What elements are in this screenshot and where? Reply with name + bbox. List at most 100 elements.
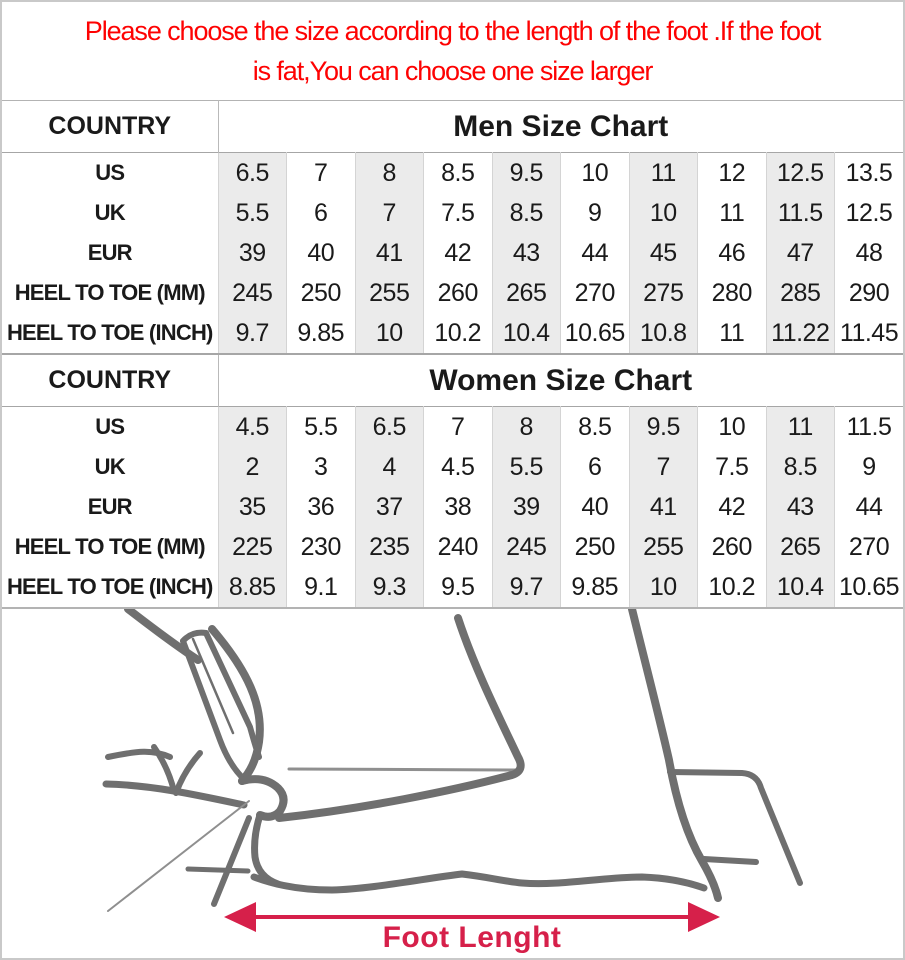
size-cell: 11.5 [834, 406, 903, 447]
size-cell: 11 [765, 406, 835, 447]
size-row: EUR 39 40 41 42 43 44 45 46 47 48 [2, 233, 903, 273]
foot-measurement-diagram: Foot Lenght [2, 609, 903, 958]
women-chart-title: Women Size Chart [217, 355, 903, 407]
size-cell: 6 [286, 193, 355, 233]
size-cell: 255 [354, 273, 424, 313]
size-cell: 4 [354, 447, 424, 487]
row-label: HEEL TO TOE (MM) [14, 280, 206, 305]
size-cell: 10.4 [491, 313, 561, 354]
size-cell: 260 [423, 273, 492, 313]
size-cell: 230 [286, 527, 355, 567]
size-cell: 36 [286, 487, 355, 527]
size-cell: 44 [560, 233, 629, 273]
size-cell: 44 [834, 487, 903, 527]
size-cell: 9.3 [354, 567, 424, 608]
size-cell: 40 [560, 487, 629, 527]
size-cell: 7 [354, 193, 424, 233]
size-row: US 4.5 5.5 6.5 7 8 8.5 9.5 10 11 11.5 [2, 406, 903, 447]
size-cell: 9.5 [491, 152, 561, 193]
size-cell: 47 [765, 233, 835, 273]
size-cell: 10.2 [697, 567, 766, 608]
size-cell: 7.5 [423, 193, 492, 233]
row-label: EUR [87, 494, 133, 519]
size-cell: 12 [697, 152, 766, 193]
size-cell: 38 [423, 487, 492, 527]
size-cell: 270 [560, 273, 629, 313]
men-chart-title: Men Size Chart [217, 100, 903, 153]
row-label: UK [94, 200, 126, 225]
size-cell: 40 [286, 233, 355, 273]
row-label: HEEL TO TOE (INCH) [6, 574, 213, 599]
size-cell: 8.5 [560, 406, 629, 447]
size-cell: 9.7 [491, 567, 561, 608]
size-row: HEEL TO TOE (INCH) 8.85 9.1 9.3 9.5 9.7 9.85 10… [2, 567, 903, 608]
size-cell: 11.22 [765, 313, 835, 354]
hand-pencil-drawing [102, 609, 288, 907]
size-cell: 43 [765, 487, 835, 527]
size-cell: 7.5 [697, 447, 766, 487]
foot-length-label: Foot Lenght [382, 921, 562, 954]
size-row: EUR 35 36 37 38 39 40 41 42 43 44 [2, 487, 903, 527]
size-cell: 7 [628, 447, 698, 487]
size-row: UK 5.5 6 7 7.5 8.5 9 10 11 11.5 12.5 [2, 193, 903, 233]
size-cell: 10 [354, 313, 424, 354]
size-row: HEEL TO TOE (INCH) 9.7 9.85 10 10.2 10.4 10.65… [2, 313, 903, 354]
row-label: EUR [87, 240, 133, 265]
size-cell: 240 [423, 527, 492, 567]
size-cell: 10 [628, 567, 698, 608]
size-cell: 35 [217, 487, 287, 527]
size-cell: 245 [217, 273, 287, 313]
size-cell: 285 [765, 273, 835, 313]
size-row: UK 2 3 4 4.5 5.5 6 7 7.5 8.5 9 [2, 447, 903, 487]
size-cell: 8.5 [423, 152, 492, 193]
foot-measurement-illustration [102, 609, 803, 932]
size-cell: 8.5 [491, 193, 561, 233]
size-cell: 265 [491, 273, 561, 313]
size-row: US 6.5 7 8 8.5 9.5 10 11 12 12.5 13.5 [2, 152, 903, 193]
size-cell: 39 [491, 487, 561, 527]
women-size-table: COUNTRY Women Size Chart US 4.5 5.5 6.5 7 8 8.… [2, 355, 903, 609]
size-cell: 11 [697, 193, 766, 233]
size-cell: 10 [560, 152, 629, 193]
size-cell: 10.65 [834, 567, 903, 608]
men-size-table: COUNTRY Men Size Chart US 6.5 7 8 8.5 9.5 10 11… [2, 100, 903, 355]
size-cell: 9 [834, 447, 903, 487]
size-cell: 6 [560, 447, 629, 487]
size-cell: 245 [491, 527, 561, 567]
size-cell: 280 [697, 273, 766, 313]
size-cell: 265 [765, 527, 835, 567]
size-cell: 6.5 [354, 406, 424, 447]
size-cell: 8 [354, 152, 424, 193]
size-cell: 250 [286, 273, 355, 313]
sizing-notice-line1: Please choose the size according to the … [84, 16, 822, 46]
row-label: HEEL TO TOE (INCH) [6, 320, 213, 345]
foot-drawing [107, 609, 759, 912]
size-cell: 45 [628, 233, 698, 273]
size-cell: 8.5 [765, 447, 835, 487]
size-cell: 8 [491, 406, 561, 447]
size-cell: 235 [354, 527, 424, 567]
size-cell: 5.5 [491, 447, 561, 487]
size-cell: 46 [697, 233, 766, 273]
size-cell: 275 [628, 273, 698, 313]
women-table-header-row: COUNTRY Women Size Chart [2, 355, 903, 407]
size-cell: 41 [354, 233, 424, 273]
size-cell: 9.1 [286, 567, 355, 608]
size-cell: 10 [697, 406, 766, 447]
size-cell: 5.5 [286, 406, 355, 447]
size-cell: 11.5 [765, 193, 835, 233]
size-cell: 260 [697, 527, 766, 567]
sizing-notice-line2: is fat,You can choose one size larger [252, 56, 654, 86]
row-label: UK [94, 454, 126, 479]
row-label: US [95, 160, 125, 185]
size-cell: 9.5 [628, 406, 698, 447]
size-cell: 8.85 [217, 567, 287, 608]
row-label: US [95, 414, 125, 439]
size-cell: 255 [628, 527, 698, 567]
size-cell: 225 [217, 527, 287, 567]
men-table-header-row: COUNTRY Men Size Chart [2, 100, 903, 153]
size-cell: 11.45 [834, 313, 903, 354]
size-cell: 9.5 [423, 567, 492, 608]
size-row: HEEL TO TOE (MM) 245 250 255 260 265 270 275 280… [2, 273, 903, 313]
size-cell: 41 [628, 487, 698, 527]
